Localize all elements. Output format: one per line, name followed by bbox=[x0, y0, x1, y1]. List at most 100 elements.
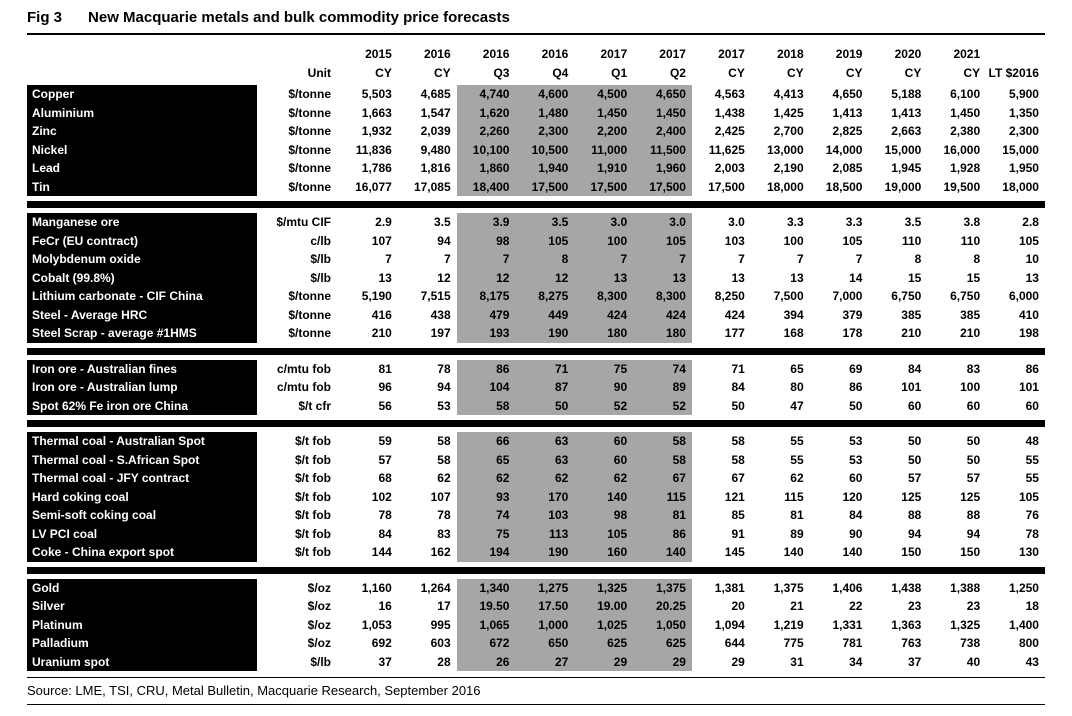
year-header-row: 2015 2016 2016 2016 2017 2017 2017 2018 2019 2020… bbox=[27, 45, 1045, 64]
value-cell: 410 bbox=[1018, 307, 1039, 322]
row-unit: $/t fob bbox=[295, 452, 331, 467]
value-cell: 86 bbox=[633, 524, 692, 543]
year-header-cell: 2017 bbox=[600, 47, 628, 61]
value-cell: 1,053 bbox=[361, 617, 392, 632]
value-cell: 28 bbox=[437, 654, 451, 669]
value-cell: 2,200 bbox=[574, 122, 634, 141]
value-cell: 1,000 bbox=[515, 615, 575, 634]
row-unit: $/lb bbox=[310, 654, 331, 669]
value-cell: 479 bbox=[456, 305, 516, 324]
value-cell: 63 bbox=[515, 450, 575, 469]
value-cell: 17,500 bbox=[515, 177, 575, 196]
value-cell: 58 bbox=[456, 396, 516, 415]
row-label: Lead bbox=[27, 159, 257, 178]
value-cell: 50 bbox=[907, 434, 922, 448]
value-cell: 50 bbox=[515, 396, 575, 415]
row-label: Silver bbox=[27, 597, 257, 616]
value-cell: 5,190 bbox=[361, 289, 392, 303]
row-label: Iron ore - Australian lump bbox=[27, 378, 257, 397]
value-cell: 60 bbox=[849, 471, 863, 485]
value-cell: 17,500 bbox=[633, 177, 692, 196]
value-cell: 83 bbox=[437, 526, 451, 541]
value-cell: 81 bbox=[378, 361, 392, 376]
value-cell: 29 bbox=[574, 652, 634, 671]
value-cell: 86 bbox=[456, 359, 516, 378]
value-cell: 995 bbox=[430, 617, 451, 632]
row-label: Molybdenum oxide bbox=[27, 250, 257, 269]
value-cell: 75 bbox=[456, 524, 516, 543]
value-cell: 18 bbox=[1025, 599, 1039, 613]
value-cell: 763 bbox=[901, 636, 922, 650]
value-cell: 4,500 bbox=[574, 85, 634, 104]
value-cell: 58 bbox=[633, 432, 692, 451]
value-cell: 60 bbox=[1025, 398, 1039, 413]
value-cell: 2,300 bbox=[1008, 124, 1039, 138]
value-cell: 93 bbox=[456, 487, 516, 506]
row-label: Aluminium bbox=[27, 103, 257, 122]
value-cell: 78 bbox=[437, 361, 451, 376]
value-cell: 7 bbox=[574, 250, 634, 269]
row-unit: $/tonne bbox=[288, 142, 331, 157]
table-row: Thermal coal - S.African Spot $/t fob 57 58… bbox=[27, 450, 1045, 469]
value-cell: 1,620 bbox=[456, 103, 516, 122]
value-cell: 50 bbox=[907, 452, 922, 467]
value-cell: 67 bbox=[633, 469, 692, 488]
value-cell: 1,340 bbox=[456, 578, 516, 597]
value-cell: 78 bbox=[378, 508, 392, 522]
value-cell: 84 bbox=[849, 508, 863, 522]
value-cell: 1,480 bbox=[515, 103, 575, 122]
value-cell: 4,563 bbox=[714, 87, 745, 101]
value-cell: 60 bbox=[907, 398, 922, 413]
row-label: Uranium spot bbox=[27, 652, 257, 671]
row-unit: $/t fob bbox=[295, 489, 331, 504]
value-cell: 19,000 bbox=[884, 179, 922, 194]
row-unit: $/oz bbox=[307, 599, 331, 613]
value-cell: 20.25 bbox=[633, 597, 692, 616]
value-cell: 3.3 bbox=[786, 215, 804, 229]
value-cell: 17.50 bbox=[515, 597, 575, 616]
value-cell: 105 bbox=[633, 231, 692, 250]
value-cell: 1,960 bbox=[633, 159, 692, 178]
value-cell: 105 bbox=[574, 524, 634, 543]
value-cell: 424 bbox=[724, 307, 745, 322]
value-cell: 71 bbox=[515, 359, 575, 378]
value-cell: 3.5 bbox=[904, 215, 922, 229]
value-cell: 2,400 bbox=[633, 122, 692, 141]
row-label: LV PCI coal bbox=[27, 524, 257, 543]
value-cell: 86 bbox=[1025, 361, 1039, 376]
value-cell: 58 bbox=[437, 434, 451, 448]
value-cell: 103 bbox=[724, 233, 745, 248]
value-cell: 26 bbox=[456, 652, 516, 671]
row-unit: $/t cfr bbox=[298, 398, 331, 413]
value-cell: 6,100 bbox=[950, 87, 981, 101]
value-cell: 105 bbox=[842, 233, 863, 248]
value-cell: 67 bbox=[731, 471, 745, 485]
value-cell: 644 bbox=[724, 636, 745, 650]
value-cell: 60 bbox=[574, 432, 634, 451]
value-cell: 7,500 bbox=[773, 289, 804, 303]
value-cell: 2,663 bbox=[891, 124, 922, 138]
value-cell: 379 bbox=[842, 307, 863, 322]
year-header-cell: 2020 bbox=[894, 47, 922, 61]
value-cell: 53 bbox=[437, 398, 451, 413]
value-cell: 23 bbox=[966, 599, 981, 613]
value-cell: 1,375 bbox=[773, 580, 804, 595]
value-cell: 1,786 bbox=[361, 161, 392, 175]
table-row: Spot 62% Fe iron ore China $/t cfr 56 53 58 5… bbox=[27, 396, 1045, 415]
row-label: Lithium carbonate - CIF China bbox=[27, 287, 257, 306]
value-cell: 14,000 bbox=[825, 142, 863, 157]
period-header-cell: CY bbox=[963, 65, 981, 80]
row-unit: $/oz bbox=[307, 617, 331, 632]
value-cell: 11,625 bbox=[708, 142, 745, 157]
row-unit: c/lb bbox=[310, 233, 331, 248]
value-cell: 113 bbox=[515, 524, 575, 543]
period-header-cell: Q1 bbox=[611, 65, 628, 80]
period-header-cell: CY bbox=[904, 65, 922, 80]
figure-number: Fig 3 bbox=[27, 9, 63, 26]
value-cell: 4,650 bbox=[633, 85, 692, 104]
value-cell: 6,750 bbox=[891, 289, 922, 303]
section-divider bbox=[27, 201, 1045, 208]
row-unit: c/mtu fob bbox=[277, 361, 331, 376]
value-cell: 110 bbox=[901, 233, 922, 248]
